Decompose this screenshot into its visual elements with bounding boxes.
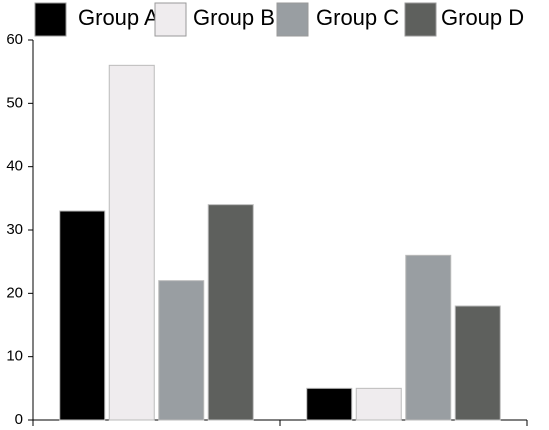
- bar: [207, 204, 254, 421]
- legend-swatch: [34, 2, 67, 37]
- y-tick-label: 10: [6, 348, 23, 365]
- legend-label: Group C: [316, 5, 399, 30]
- bar: [405, 254, 452, 421]
- y-tick-label: 20: [6, 284, 23, 301]
- legend-swatch: [154, 2, 187, 37]
- y-tick-label: 0: [15, 411, 23, 428]
- legend-label: Group A: [78, 5, 159, 30]
- bar: [306, 387, 353, 421]
- y-tick-label: 30: [6, 221, 23, 238]
- legend-swatch: [276, 2, 309, 37]
- bar: [355, 387, 402, 421]
- legend-label: Group B: [193, 5, 275, 30]
- y-tick-label: 50: [6, 94, 23, 111]
- bar: [59, 210, 106, 421]
- bar: [158, 280, 205, 421]
- bar: [108, 64, 155, 421]
- y-tick-label: 40: [6, 158, 23, 175]
- y-tick-label: 60: [6, 31, 23, 48]
- bar: [454, 305, 501, 421]
- legend-label: Group D: [441, 5, 524, 30]
- legend-swatch: [404, 2, 437, 37]
